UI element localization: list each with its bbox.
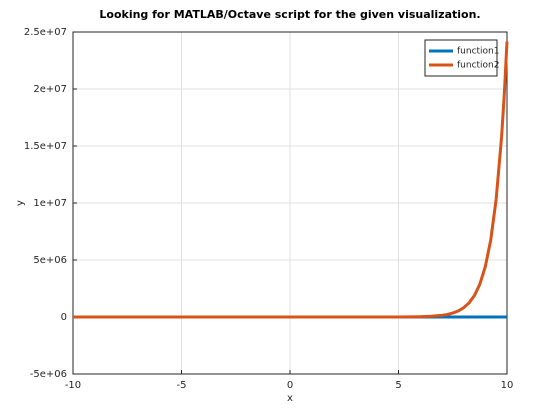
x-axis-label: x <box>287 393 293 404</box>
x-tick-label: 0 <box>287 380 293 391</box>
x-tick-label: -5 <box>177 380 187 391</box>
chart-title: Looking for MATLAB/Octave script for the… <box>99 8 480 21</box>
x-tick-label: 10 <box>501 380 514 391</box>
legend-label: function2 <box>457 61 500 71</box>
x-tick-label: -10 <box>65 380 81 391</box>
x-tick-label: 5 <box>395 380 401 391</box>
y-tick-label: 2e+07 <box>33 84 67 95</box>
y-tick-label: 0 <box>61 312 67 323</box>
y-tick-label: 2.5e+07 <box>24 27 67 38</box>
series-line <box>73 41 509 319</box>
y-tick-label: 5e+06 <box>33 255 67 266</box>
legend-box <box>424 39 498 77</box>
y-axis-label: y <box>15 200 26 206</box>
legend-label: function1 <box>457 47 500 57</box>
axes-box <box>72 31 508 375</box>
y-tick-label: -5e+06 <box>30 369 67 380</box>
y-tick-label: 1.5e+07 <box>24 141 67 152</box>
y-tick-label: 1e+07 <box>33 198 67 209</box>
